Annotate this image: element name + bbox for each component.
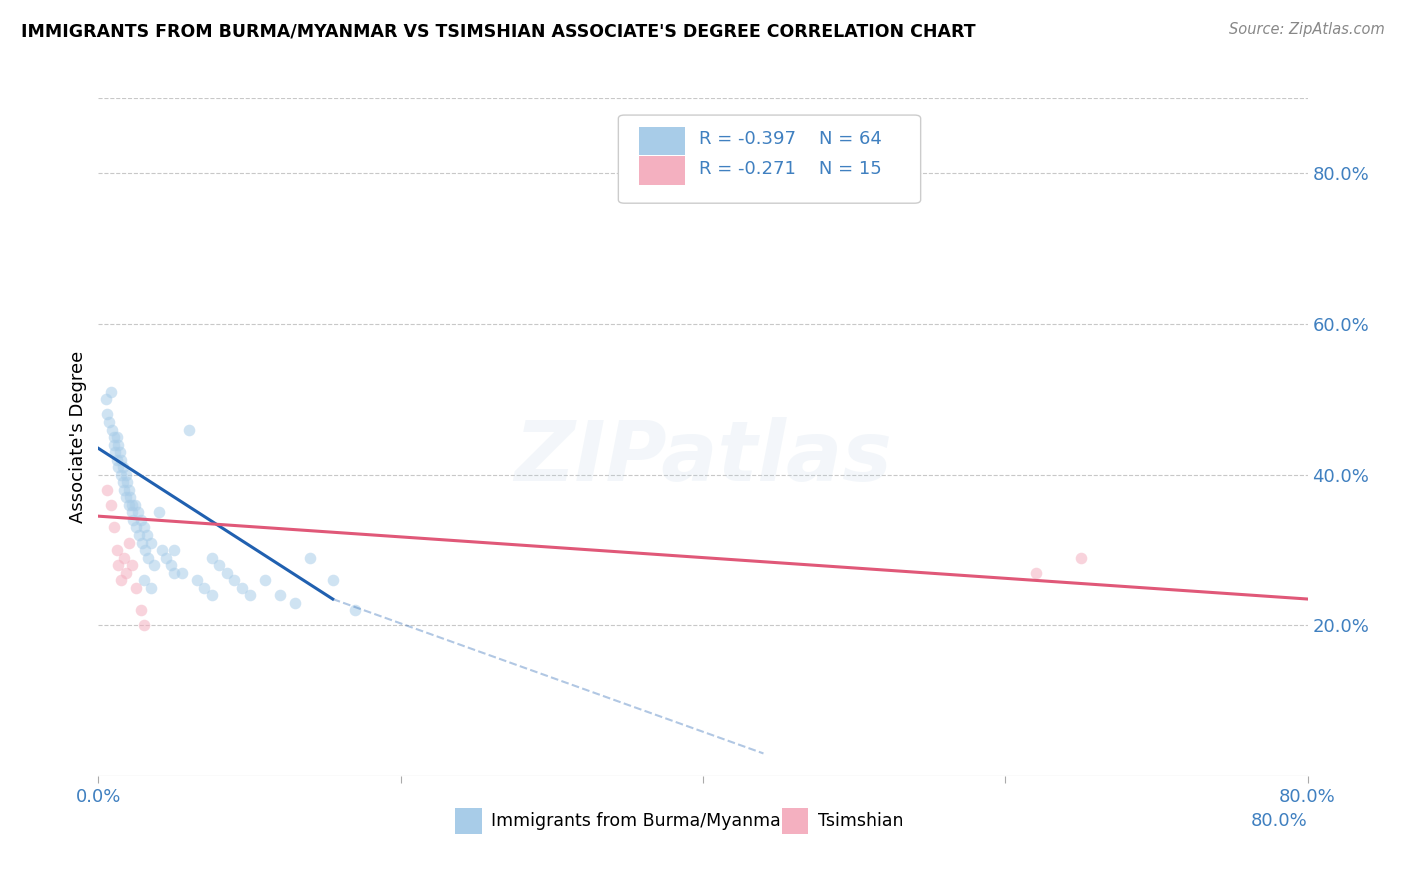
Point (118, 535, 141, 549)
Point (98, 415, 121, 429)
Point (108, 445, 131, 459)
Point (100, 498, 122, 512)
Point (170, 566, 193, 580)
Point (111, 475, 134, 490)
Point (284, 596, 307, 610)
Text: Immigrants from Burma/Myanmar: Immigrants from Burma/Myanmar (492, 812, 789, 830)
Point (155, 550, 177, 565)
Point (1024, 566, 1046, 580)
Point (114, 467, 136, 482)
Point (129, 513, 152, 527)
Point (110, 452, 132, 467)
Point (96, 408, 118, 422)
FancyBboxPatch shape (619, 115, 921, 203)
Point (201, 550, 224, 565)
Point (148, 505, 170, 519)
Point (124, 498, 146, 512)
Point (115, 475, 138, 490)
Point (143, 558, 166, 573)
Point (114, 566, 136, 580)
Point (231, 581, 253, 595)
Point (100, 384, 122, 399)
Point (125, 520, 148, 534)
Point (121, 505, 143, 519)
Point (193, 581, 215, 595)
Bar (782, 808, 808, 834)
Point (215, 566, 238, 580)
Point (136, 550, 159, 565)
Point (179, 423, 201, 437)
Point (160, 558, 183, 573)
Point (96, 483, 118, 497)
Text: 80.0%: 80.0% (1251, 812, 1308, 830)
Point (103, 520, 125, 534)
Bar (456, 808, 482, 834)
Point (121, 558, 143, 573)
Point (118, 483, 141, 497)
Point (107, 460, 129, 475)
Point (105, 543, 128, 558)
Point (1070, 550, 1092, 565)
Text: R = -0.397    N = 64: R = -0.397 N = 64 (699, 130, 882, 148)
Point (141, 535, 163, 549)
Point (201, 588, 224, 602)
Point (269, 588, 291, 602)
Point (107, 437, 129, 451)
Text: Source: ZipAtlas.com: Source: ZipAtlas.com (1229, 22, 1385, 37)
Point (163, 543, 186, 558)
Point (132, 520, 155, 534)
Point (322, 573, 344, 587)
Text: R = -0.271    N = 15: R = -0.271 N = 15 (699, 161, 882, 178)
Y-axis label: Associate's Degree: Associate's Degree (69, 351, 87, 524)
Point (104, 445, 127, 459)
Point (112, 550, 135, 565)
Point (105, 430, 128, 444)
Point (163, 566, 186, 580)
Point (110, 573, 132, 587)
Point (135, 528, 157, 542)
Point (239, 588, 262, 602)
Point (114, 491, 136, 505)
Point (120, 491, 142, 505)
Point (186, 573, 208, 587)
Point (344, 603, 367, 617)
Point (122, 513, 145, 527)
Point (132, 618, 155, 632)
Text: IMMIGRANTS FROM BURMA/MYANMAR VS TSIMSHIAN ASSOCIATE'S DEGREE CORRELATION CHART: IMMIGRANTS FROM BURMA/MYANMAR VS TSIMSHI… (21, 22, 976, 40)
Point (132, 573, 155, 587)
Point (103, 437, 125, 451)
Point (107, 558, 129, 573)
Point (253, 573, 276, 587)
Point (110, 467, 132, 482)
Point (128, 528, 150, 542)
Text: Tsimshian: Tsimshian (818, 812, 904, 830)
Point (299, 550, 322, 565)
Point (208, 558, 231, 573)
Point (121, 498, 143, 512)
Point (118, 498, 141, 512)
Point (141, 581, 163, 595)
Point (129, 603, 152, 617)
Text: ZIPatlas: ZIPatlas (515, 417, 891, 498)
Point (125, 581, 148, 595)
Point (101, 423, 124, 437)
Point (112, 483, 135, 497)
Point (105, 452, 128, 467)
Bar (638, 127, 685, 155)
Point (94, 392, 117, 407)
Bar (638, 156, 685, 185)
Point (224, 573, 246, 587)
Point (111, 460, 134, 475)
Point (103, 430, 125, 444)
Point (150, 543, 173, 558)
Point (134, 543, 156, 558)
Point (127, 505, 149, 519)
Point (131, 535, 153, 549)
